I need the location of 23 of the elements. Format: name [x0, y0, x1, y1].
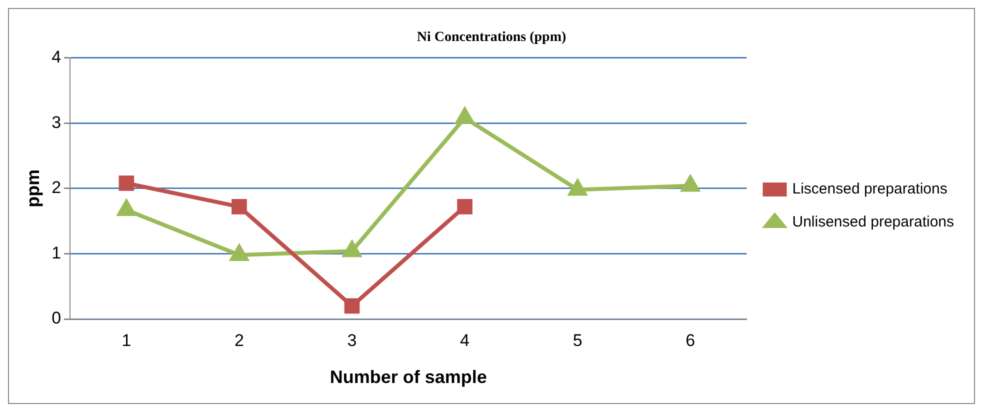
- y-axis-title: ppm: [22, 169, 43, 208]
- x-tick-label: 6: [686, 330, 696, 350]
- y-tick-label: 0: [52, 308, 62, 328]
- y-tick-label: 1: [52, 243, 62, 262]
- x-tick-label: 2: [234, 330, 244, 350]
- point: [456, 108, 474, 124]
- point: [118, 200, 136, 216]
- point: [230, 245, 248, 262]
- x-tick-label: 4: [460, 330, 470, 350]
- x-axis-title: Number of sample: [330, 367, 487, 388]
- chart-title: Ni Concentrations (ppm): [416, 30, 566, 46]
- legend-label: Liscensed preparations: [792, 180, 948, 198]
- point: [343, 241, 361, 258]
- y-tick-label: 2: [52, 178, 62, 198]
- point: [344, 298, 360, 314]
- x-tick-label: 3: [347, 330, 357, 350]
- x-tick-label: 5: [572, 330, 582, 350]
- point: [681, 176, 700, 192]
- point: [568, 180, 586, 196]
- y-tick-label: 4: [52, 47, 62, 66]
- legend-label: Unlisensed preparations: [792, 214, 954, 231]
- y-tick-label: 3: [52, 112, 62, 132]
- x-tick-label: 1: [122, 330, 132, 350]
